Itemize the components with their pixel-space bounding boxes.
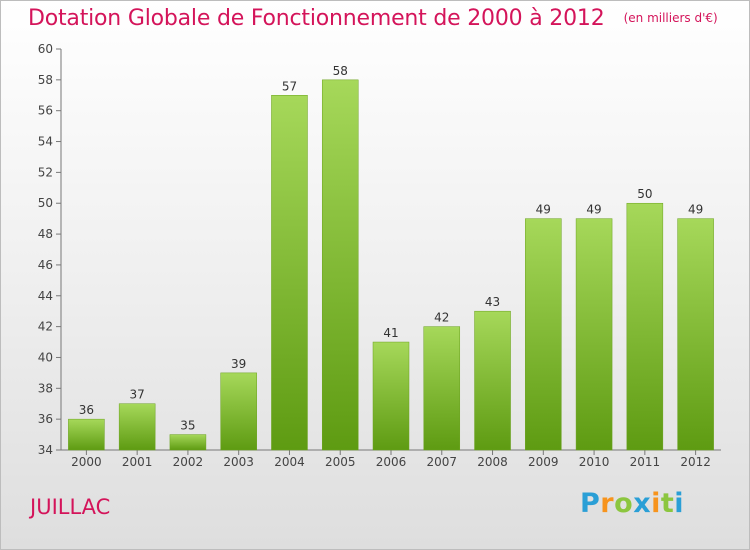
bar [423,326,461,451]
x-tick-label: 2011 [630,455,661,469]
chart-subtitle: (en milliers d'€) [623,11,718,25]
bar [169,434,207,451]
y-tick-label: 60 [38,42,53,56]
bar [372,341,410,451]
proxiti-logo: Proxiti [580,488,684,519]
y-tick-label: 46 [38,258,53,272]
data-label: 37 [130,388,145,402]
bar [474,310,511,451]
bar [68,418,105,451]
logo-letter: r [600,488,615,519]
logo-letter: P [580,488,601,519]
y-tick-label: 58 [38,73,53,87]
y-tick-label: 42 [38,320,53,334]
data-label: 49 [688,203,703,217]
y-tick-label: 52 [38,165,53,179]
commune-name: JUILLAC [30,495,111,519]
y-tick-label: 38 [38,381,53,395]
bar [321,79,359,451]
chart-title: Dotation Globale de Fonctionnement de 20… [28,6,605,31]
chart-bars: 36 37 35 39 57 58 41 42 43 49 49 50 49 [68,64,714,451]
bar [220,372,257,451]
y-tick-label: 56 [38,104,53,118]
logo-letter: x [633,488,652,519]
data-label: 49 [536,203,551,217]
x-tick-label: 2005 [325,455,356,469]
data-label: 58 [333,64,348,78]
y-tick-label: 40 [38,350,53,364]
x-tick-label: 2008 [477,455,508,469]
logo-letter: i [674,488,685,519]
x-tick-label: 2010 [579,455,610,469]
data-label: 50 [637,187,652,201]
x-tick-label: 2002 [173,455,204,469]
y-tick-label: 54 [38,135,53,149]
x-tick-label: 2007 [426,455,457,469]
x-tick-label: 2006 [376,455,407,469]
logo-letter: t [660,488,675,519]
logo-letter: i [651,488,661,519]
x-tick-label: 2009 [528,455,559,469]
data-label: 36 [79,403,94,417]
y-tick-label: 50 [38,196,53,210]
x-tick-label: 2003 [223,455,254,469]
data-label: 43 [485,295,500,309]
bar [525,218,562,451]
y-tick-label: 44 [38,289,53,303]
x-tick-label: 2012 [680,455,711,469]
chart-title-row: Dotation Globale de Fonctionnement de 20… [28,6,718,31]
data-label: 35 [180,419,195,433]
data-label: 42 [434,311,449,325]
bar [626,202,664,451]
bar [118,403,156,451]
bar [575,218,613,451]
bar [271,95,308,451]
bar [677,218,714,451]
y-tick-label: 34 [38,443,53,457]
data-label: 39 [231,357,246,371]
data-label: 49 [586,203,601,217]
y-tick-label: 48 [38,227,53,241]
data-label: 57 [282,79,297,93]
x-tick-label: 2000 [71,455,102,469]
data-label: 41 [383,326,398,340]
x-tick-label: 2001 [122,455,153,469]
y-tick-label: 36 [38,412,53,426]
x-tick-label: 2004 [274,455,305,469]
logo-letter: o [614,488,634,519]
